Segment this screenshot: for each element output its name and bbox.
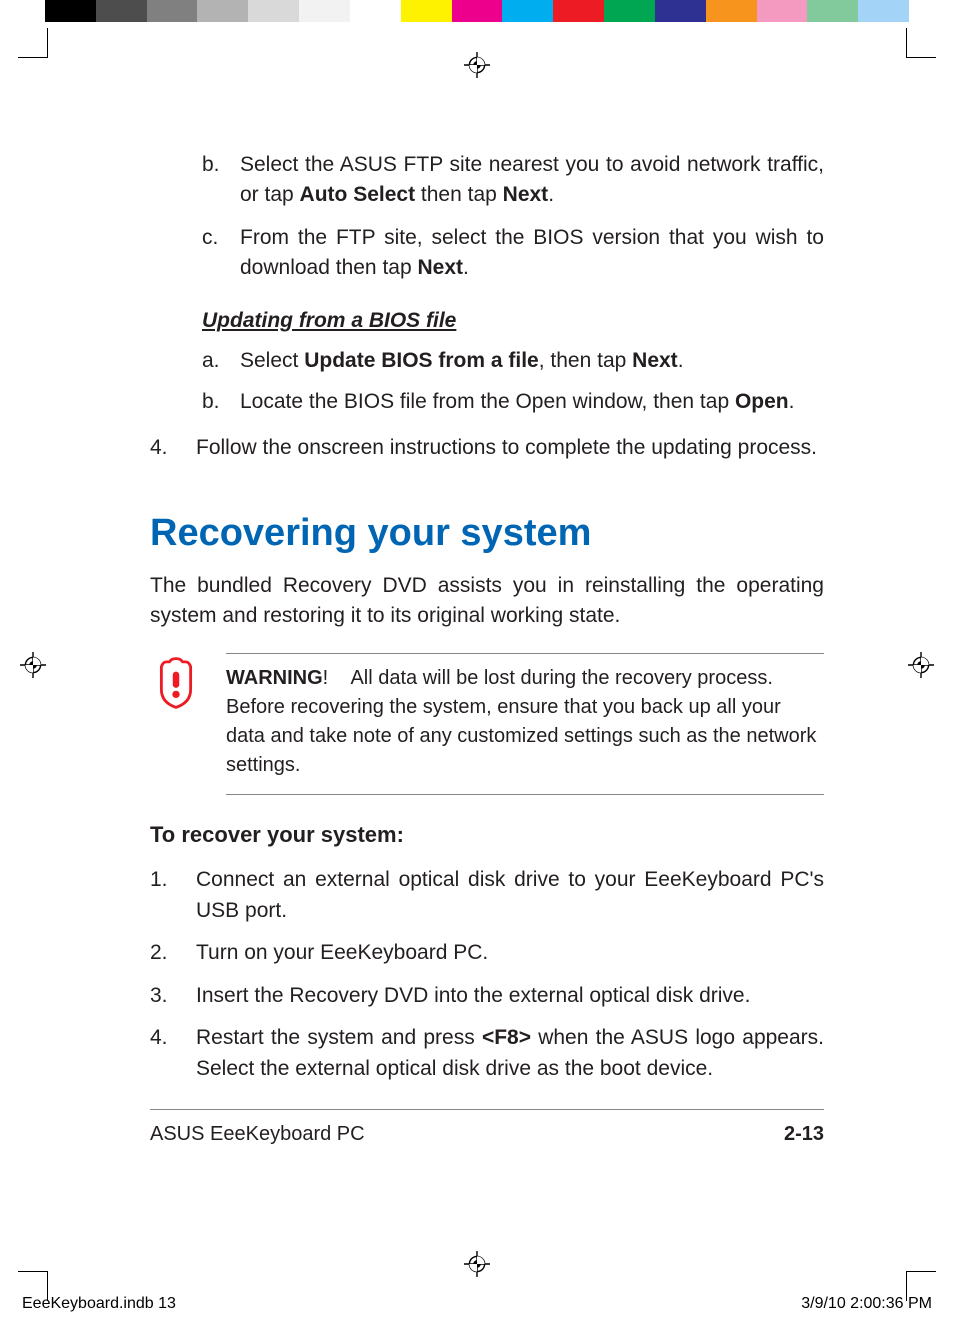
list-marker: a.	[202, 346, 222, 376]
updating-sublist: a. Select Update BIOS from a file, then …	[202, 346, 824, 429]
list-marker: c.	[202, 223, 222, 284]
page-content: b. Select the ASUS FTP site nearest you …	[150, 150, 824, 1149]
registration-mark-icon	[464, 52, 490, 78]
registration-mark-icon	[908, 652, 934, 678]
list-marker: b.	[202, 150, 222, 211]
recover-step-3: Insert the Recovery DVD into the externa…	[196, 981, 750, 1011]
warning-box: WARNING! All data will be lost during th…	[150, 653, 824, 795]
list-marker: 1.	[150, 865, 178, 926]
page-number: 2-13	[784, 1120, 824, 1149]
recover-step-1: Connect an external optical disk drive t…	[196, 865, 824, 926]
step-a-text: Select Update BIOS from a file, then tap…	[240, 346, 684, 376]
intro-paragraph: The bundled Recovery DVD assists you in …	[150, 571, 824, 632]
list-marker: 4.	[150, 433, 178, 463]
recover-step-2: Turn on your EeeKeyboard PC.	[196, 938, 488, 968]
footer-title: ASUS EeeKeyboard PC	[150, 1120, 365, 1149]
list-marker: 4.	[150, 1023, 178, 1084]
slug-file: EeeKeyboard.indb 13	[22, 1295, 176, 1313]
warning-icon	[150, 653, 202, 795]
step-b-text: Select the ASUS FTP site nearest you to …	[240, 150, 824, 211]
continued-sublist: b. Select the ASUS FTP site nearest you …	[202, 150, 824, 296]
step-4-text: Follow the onscreen instructions to comp…	[196, 433, 817, 463]
page-footer: ASUS EeeKeyboard PC 2-13	[150, 1109, 824, 1149]
slug-line: EeeKeyboard.indb 13 3/9/10 2:00:36 PM	[22, 1295, 932, 1313]
step-c-text: From the FTP site, select the BIOS versi…	[240, 223, 824, 284]
recover-heading: To recover your system:	[150, 819, 824, 851]
crop-mark-top-right	[906, 28, 936, 58]
crop-mark-top-left	[18, 28, 48, 58]
list-marker: b.	[202, 387, 222, 417]
recover-list: 1. Connect an external optical disk driv…	[150, 865, 824, 1096]
recover-step-4: Restart the system and press <F8> when t…	[196, 1023, 824, 1084]
list-marker: 2.	[150, 938, 178, 968]
registration-mark-icon	[20, 652, 46, 678]
subheading-updating: Updating from a BIOS file	[202, 306, 824, 336]
list-marker: 3.	[150, 981, 178, 1011]
warning-text: WARNING! All data will be lost during th…	[226, 653, 824, 795]
heading-recovering: Recovering your system	[150, 506, 824, 561]
slug-timestamp: 3/9/10 2:00:36 PM	[801, 1295, 932, 1313]
step-b2-text: Locate the BIOS file from the Open windo…	[240, 387, 794, 417]
registration-mark-icon	[464, 1251, 490, 1277]
print-color-bar	[45, 0, 909, 22]
step-4: 4. Follow the onscreen instructions to c…	[150, 433, 824, 463]
